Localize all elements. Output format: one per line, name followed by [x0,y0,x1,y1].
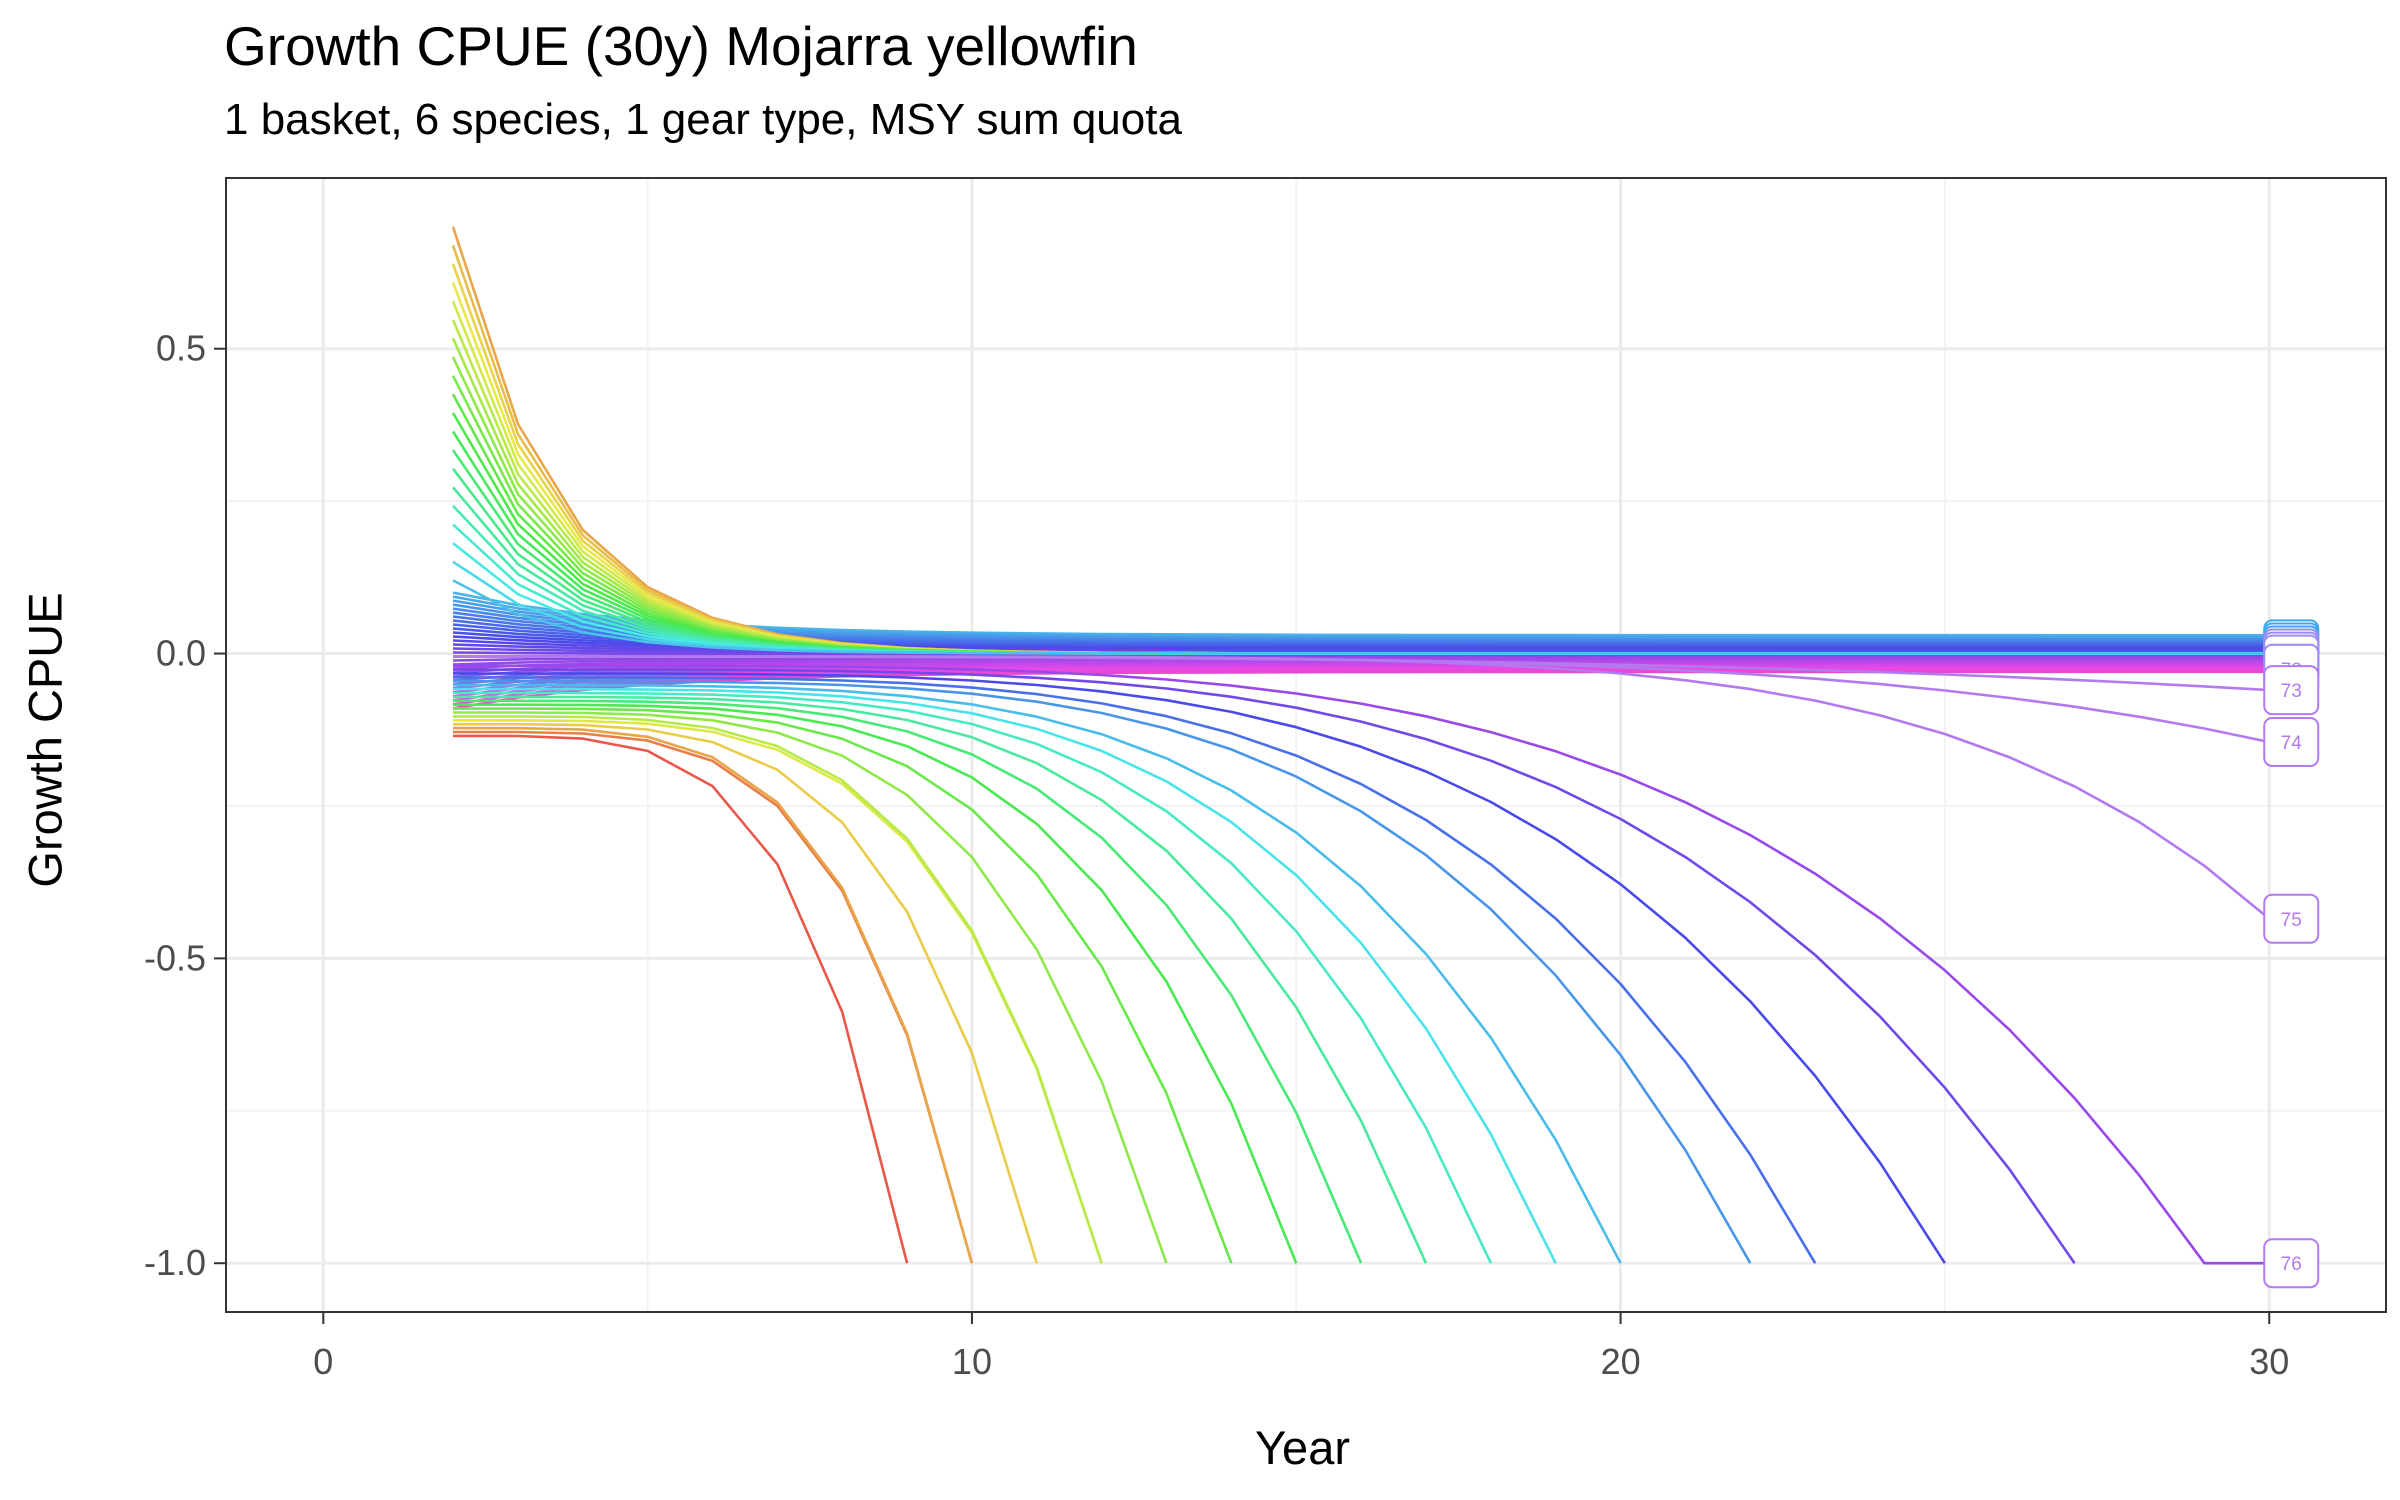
x-tick-label: 20 [1601,1341,1641,1382]
series-line [451,337,2270,655]
major-gridlines [226,178,2386,1312]
y-tick-label: 0.5 [156,328,206,369]
series-line [453,680,1752,1264]
series-line [453,695,1428,1264]
series-line [453,707,1233,1264]
x-axis: 0 10 20 30 [313,1312,2289,1382]
end-label-76: 76 [2281,1254,2302,1275]
series-line [453,711,1168,1264]
series-line [451,226,2270,655]
series-line [451,282,2270,655]
series-line [453,730,974,1264]
x-axis-title: Year [1255,1421,1350,1474]
series-line [453,691,1493,1264]
panel-border [225,177,2387,1313]
end-label-74-box [2263,716,2320,767]
chart-title: Growth CPUE (30y) Mojarra yellowfin [224,15,1138,77]
series-line [453,672,1946,1264]
series-line [451,412,2270,655]
series-line [453,715,1103,1264]
series-line [452,726,974,1264]
x-tick-label: 0 [313,1341,333,1382]
chart-subtitle: 1 basket, 6 species, 1 gear type, MSY su… [224,95,1182,144]
series-line [453,722,1039,1264]
end-label-73: 73 [2281,681,2302,702]
series-line [452,579,2270,655]
end-label-75: 75 [2281,910,2302,931]
series-lines [451,226,2271,1265]
series-line [453,699,1363,1264]
series-line [451,263,2270,655]
series-line [451,300,2270,655]
series-line [453,703,1298,1264]
end-label-76-box [2263,1238,2320,1289]
series-line [453,655,2271,920]
end-label-75-box [2263,893,2320,944]
series-line [451,319,2270,655]
series-line [451,244,2270,655]
y-axis: -1.0 -0.5 0.0 0.5 [144,328,226,1283]
end-label-73-box [2263,665,2320,716]
x-tick-label: 10 [952,1341,992,1382]
series-line [451,356,2270,655]
y-tick-label: -0.5 [144,937,206,978]
x-tick-label: 30 [2249,1341,2289,1382]
series-line [451,375,2270,655]
series-line [453,676,1817,1264]
series-line [453,664,2270,1265]
series-line [451,393,2270,655]
series-line [452,734,909,1264]
end-label-74: 74 [2281,733,2303,754]
y-tick-label: -1.0 [144,1242,206,1283]
minor-gridlines [226,178,2386,1312]
y-tick-label: 0.0 [156,633,206,674]
end-labels: 7373747576 [2263,619,2320,1289]
series-line [453,687,1557,1264]
series-line [453,683,1622,1264]
y-axis-title: Growth CPUE [18,592,72,888]
series-line [453,668,2076,1264]
